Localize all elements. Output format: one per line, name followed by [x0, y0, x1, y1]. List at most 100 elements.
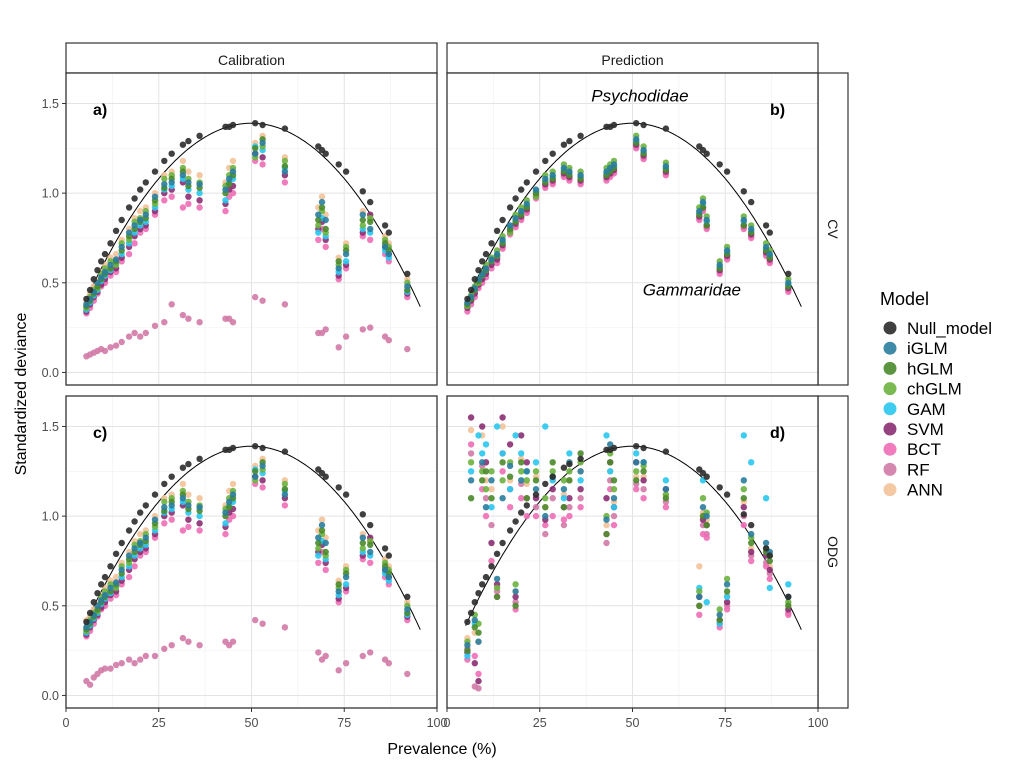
point-iglm-b — [762, 243, 770, 251]
point-bct-a — [125, 250, 133, 258]
point-hglm-c — [367, 541, 374, 548]
point-iglm-c — [322, 539, 329, 547]
legend-key-bct — [883, 442, 897, 456]
point-iglm-d — [464, 642, 471, 649]
point-rf-d — [549, 495, 556, 502]
point-null_model-d — [577, 455, 584, 462]
point-ann-d — [467, 426, 475, 434]
point-iglm-b — [785, 279, 792, 286]
point-null_model-b — [493, 227, 501, 234]
point-null_model-d — [662, 448, 670, 455]
point-ann-a — [196, 172, 203, 179]
point-null_model-a — [367, 198, 374, 206]
point-gam-d — [475, 432, 482, 439]
point-null_model-d — [518, 509, 525, 516]
point-iglm-b — [523, 200, 530, 208]
x-tick-label: 0 — [444, 716, 451, 730]
point-bct-d — [577, 504, 584, 511]
point-bct-d — [475, 670, 482, 678]
point-null_model-c — [107, 563, 114, 570]
point-chglm-d — [740, 486, 747, 493]
point-null_model-b — [566, 137, 573, 145]
point-hglm-d — [703, 521, 710, 529]
point-iglm-d — [475, 638, 482, 645]
point-null_model-b — [471, 276, 478, 283]
point-bct-d — [488, 557, 495, 565]
point-bct-a — [281, 179, 289, 186]
y-tick-label: 1.5 — [42, 97, 59, 111]
point-ann-c — [137, 530, 144, 538]
point-null_model-b — [762, 222, 770, 229]
point-iglm-a — [131, 222, 138, 229]
point-iglm-c — [196, 504, 203, 511]
point-gam-d — [766, 584, 773, 592]
point-rf-a — [335, 344, 342, 351]
point-iglm-a — [252, 150, 259, 157]
point-chglm-a — [161, 175, 168, 182]
point-null_model-d — [748, 521, 755, 529]
strip-top-label-0: Calibration — [218, 52, 285, 68]
point-rf-c — [367, 649, 374, 656]
point-rf-a — [125, 333, 133, 340]
point-chglm-d — [723, 575, 731, 583]
point-bct-d — [740, 521, 747, 529]
point-ann-a — [185, 168, 192, 175]
point-iglm-a — [381, 243, 389, 251]
point-rf-d — [467, 450, 475, 457]
point-iglm-c — [259, 462, 266, 470]
point-rf-a — [281, 301, 289, 308]
point-null_model-b — [532, 168, 540, 175]
point-null_model-c — [385, 552, 392, 559]
point-ann-d — [499, 423, 506, 430]
point-iglm-c — [367, 548, 374, 556]
point-hglm-d — [471, 624, 478, 631]
point-iglm-d — [762, 539, 770, 547]
point-hglm-d — [532, 477, 540, 484]
point-iglm-c — [229, 491, 237, 498]
point-svm-c — [259, 477, 266, 484]
point-null_model-d — [610, 444, 618, 452]
point-null_model-c — [281, 448, 289, 455]
point-iglm-a — [222, 186, 229, 193]
point-rf-c — [252, 616, 259, 624]
point-iglm-d — [560, 486, 568, 493]
point-iglm-b — [662, 163, 670, 170]
point-gam-d — [464, 652, 471, 660]
point-iglm-a — [179, 172, 187, 179]
point-svm-a — [196, 197, 203, 204]
point-ann-a — [229, 157, 237, 165]
point-chglm-d — [518, 468, 525, 475]
point-null_model-c — [168, 473, 175, 480]
point-bct-d — [560, 516, 568, 523]
point-iglm-c — [125, 552, 133, 559]
point-rf-d — [488, 521, 495, 529]
point-chglm-d — [512, 581, 519, 588]
point-svm-d — [549, 486, 556, 493]
point-bct-c — [281, 502, 289, 509]
point-null_model-b — [748, 198, 755, 206]
point-gam-d — [633, 450, 640, 457]
panel-d: d) — [446, 395, 819, 709]
point-chglm-d — [716, 606, 723, 613]
point-null_model-c — [83, 618, 90, 626]
point-null_model-b — [464, 295, 471, 303]
point-bct-d — [542, 521, 549, 529]
legend-label-bct: BCT — [907, 440, 941, 459]
point-rf-a — [118, 338, 125, 346]
point-rf-c — [161, 645, 168, 652]
point-hglm-a — [318, 204, 326, 211]
strip-right-label-1: ODG — [825, 536, 841, 568]
point-rf-c — [259, 620, 266, 627]
point-rf-d — [640, 486, 647, 493]
point-svm-d — [499, 414, 506, 421]
point-null_model-c — [252, 443, 259, 450]
point-bct-d — [523, 512, 530, 520]
annotation-1: Gammaridae — [643, 280, 741, 299]
point-chglm-d — [482, 486, 490, 493]
point-chglm-d — [560, 477, 568, 484]
point-bct-d — [785, 611, 792, 618]
point-iglm-d — [471, 616, 478, 624]
point-bct-d — [703, 534, 710, 541]
point-null_model-d — [488, 563, 495, 570]
point-hglm-a — [322, 225, 329, 233]
